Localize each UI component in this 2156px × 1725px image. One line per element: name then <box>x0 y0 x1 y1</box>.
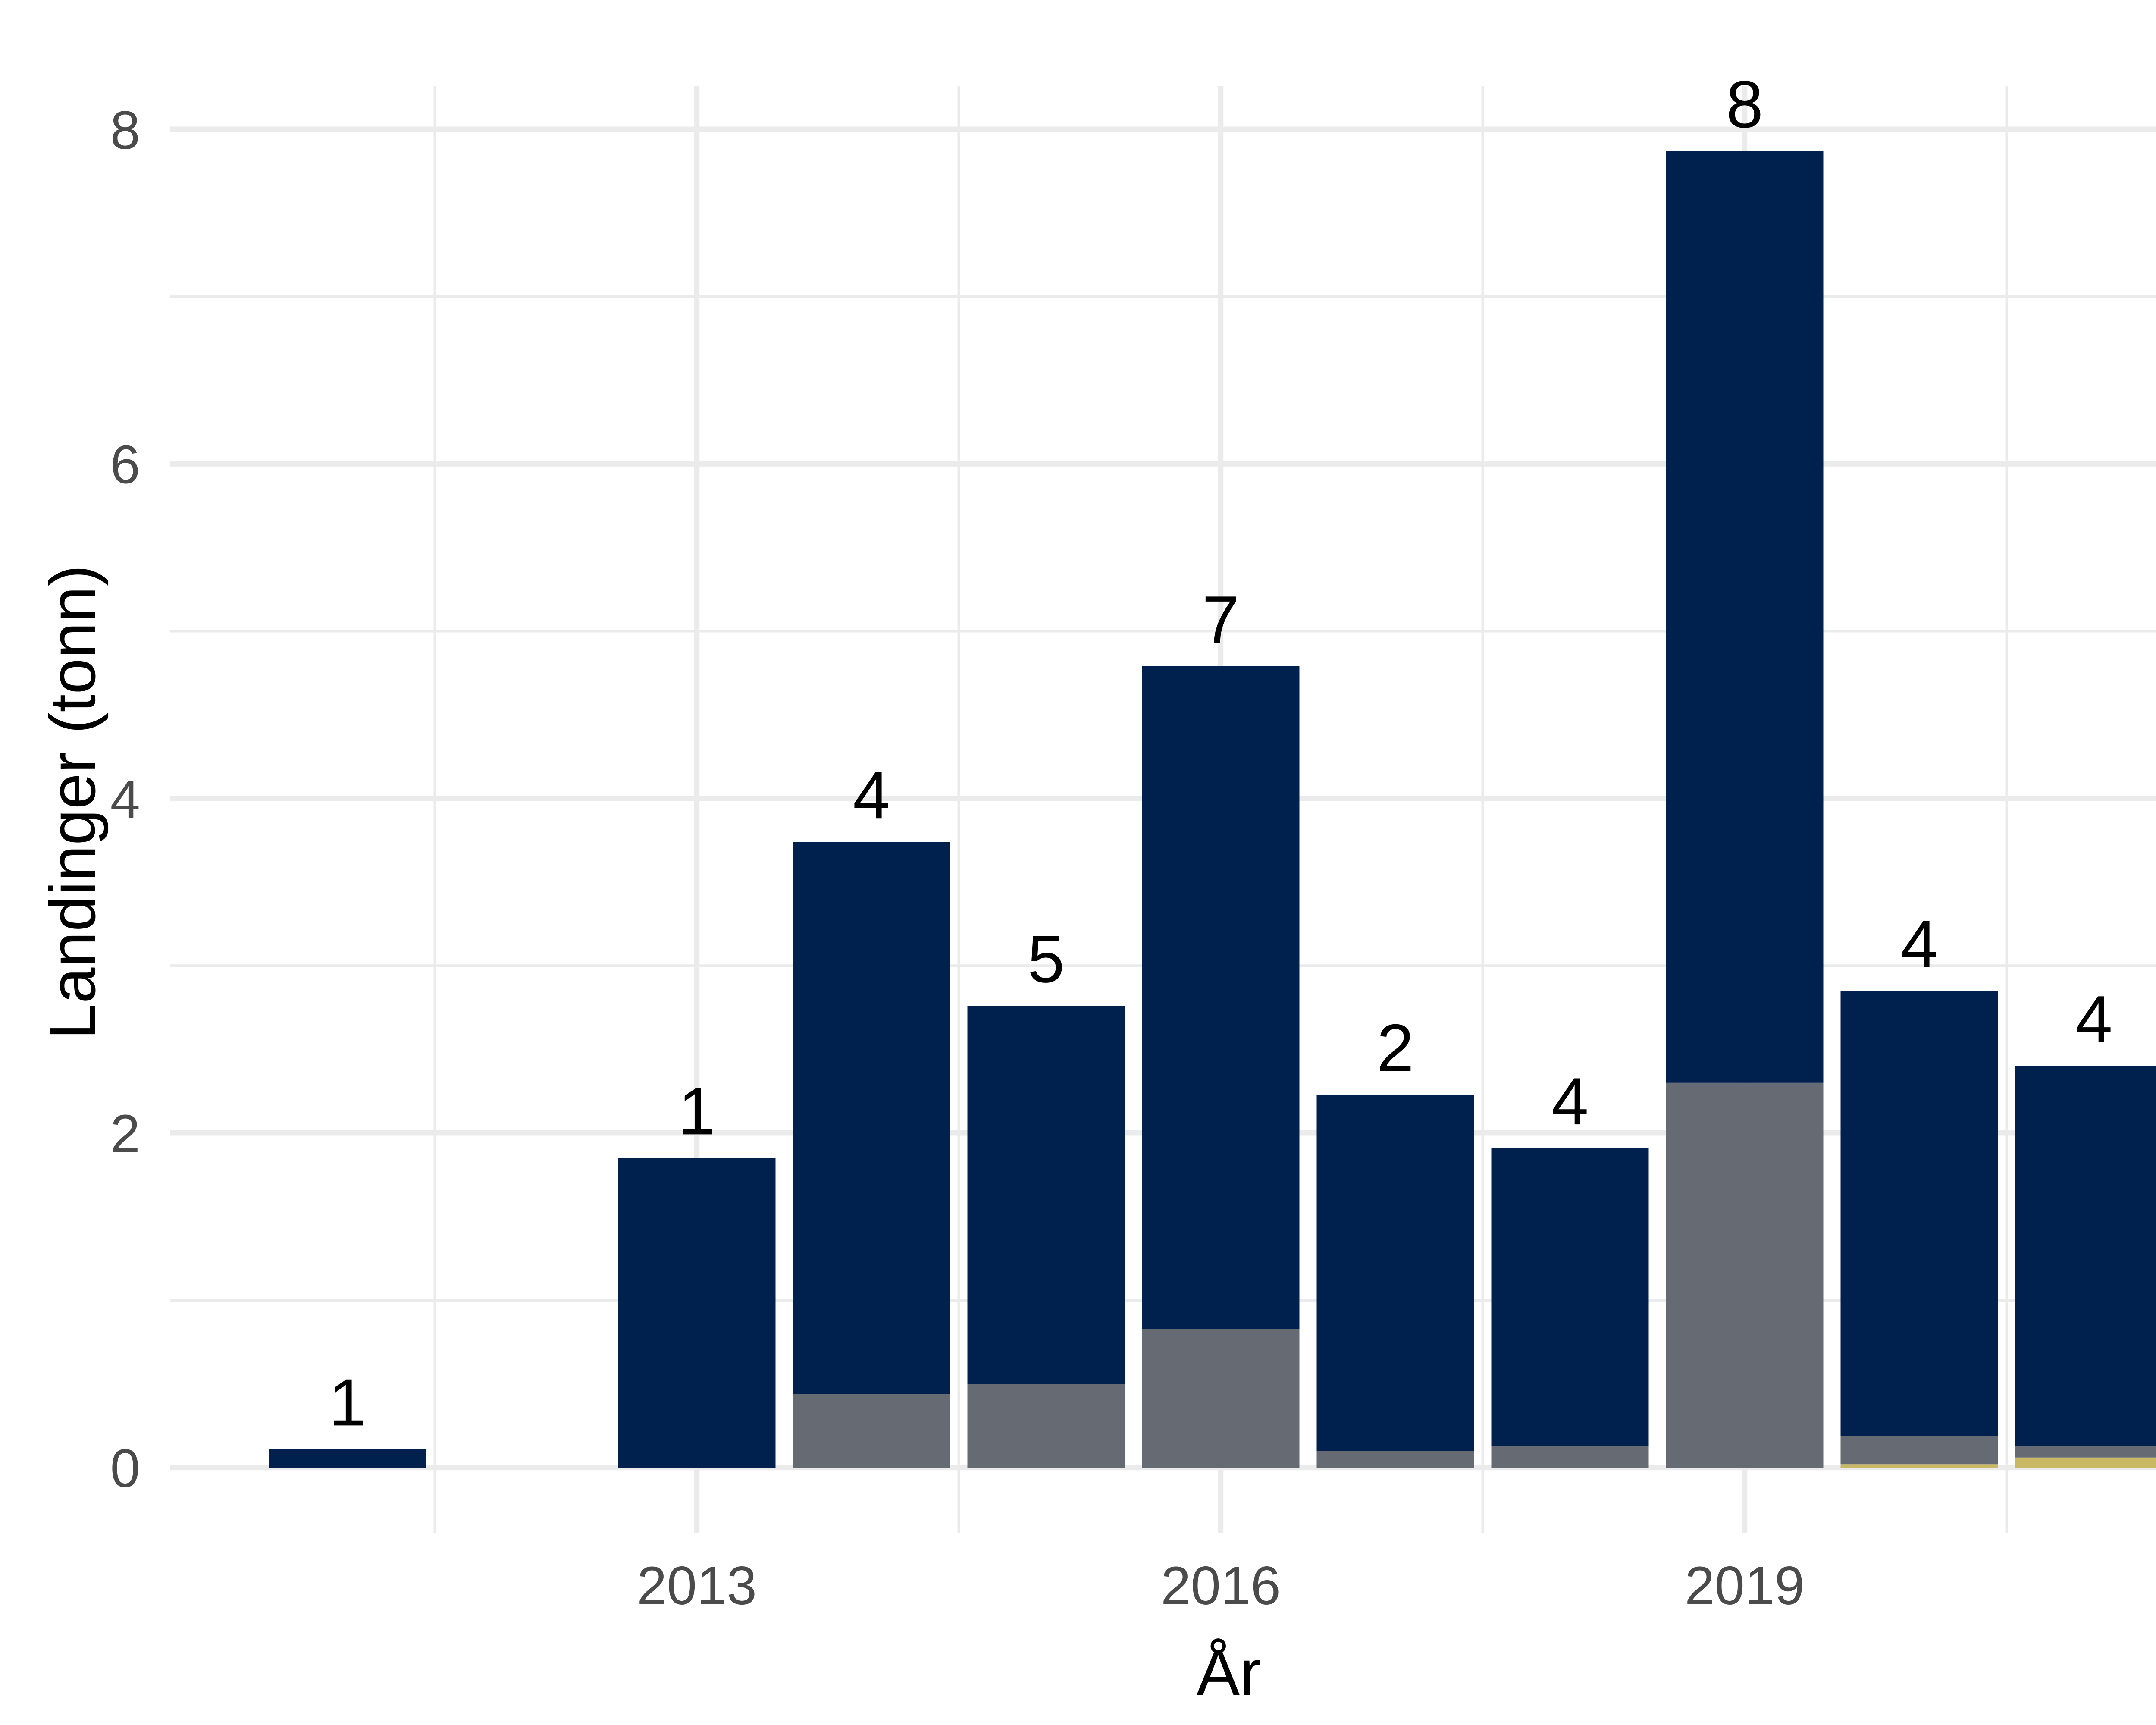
bar-segment-2020-vestlandet-08-28 <box>1840 1464 1998 1468</box>
bar-segment-2021-midt-norge-07-06 <box>2015 1066 2156 1446</box>
bar-segment-2017-midt-norge-07-06 <box>1316 1094 1474 1451</box>
bar-count-label-2016: 7 <box>1202 582 1239 657</box>
y-axis-title: Landinger (tonn) <box>39 565 110 1040</box>
bar-segment-2014-skagerrak-09 <box>793 1394 950 1468</box>
bar-segment-2021-vestlandet-08-28 <box>2015 1457 2156 1468</box>
bar-segment-2018-midt-norge-07-06 <box>1491 1148 1649 1446</box>
bar-count-label-2011: 1 <box>329 1365 366 1440</box>
y-tick-label-4: 4 <box>110 769 140 829</box>
bar-count-label-2014: 4 <box>853 758 890 832</box>
bar-segment-2021-skagerrak-09 <box>2015 1446 2156 1458</box>
bar-count-label-2017: 2 <box>1377 1010 1414 1085</box>
bar-segment-2016-midt-norge-07-06 <box>1142 666 1300 1329</box>
x-tick-label-2019: 2019 <box>1685 1556 1805 1616</box>
bar-segment-2015-skagerrak-09 <box>967 1384 1125 1468</box>
bar-count-label-2018: 4 <box>1551 1064 1589 1138</box>
bar-segment-2011-midt-norge-07-06 <box>269 1449 426 1468</box>
bar-segment-2020-skagerrak-09 <box>1840 1436 1998 1465</box>
x-tick-label-2016: 2016 <box>1161 1556 1281 1616</box>
bar-count-label-2020: 4 <box>1901 906 1938 981</box>
y-tick-label-2: 2 <box>110 1104 140 1164</box>
x-axis-title: År <box>1197 1639 1261 1710</box>
bar-segment-2013-midt-norge-07-06 <box>618 1158 776 1468</box>
bar-segment-2018-skagerrak-09 <box>1491 1446 1649 1468</box>
bar-segment-2019-skagerrak-09 <box>1666 1082 1824 1468</box>
y-tick-label-8: 8 <box>110 100 140 160</box>
bar-segment-2016-skagerrak-09 <box>1142 1329 1300 1468</box>
bar-segment-2020-midt-norge-07-06 <box>1840 991 1998 1436</box>
y-tick-label-0: 0 <box>110 1439 140 1499</box>
bar-count-label-2019: 8 <box>1726 67 1763 141</box>
x-tick-label-2013: 2013 <box>637 1556 757 1616</box>
y-tick-label-6: 6 <box>110 435 140 495</box>
bar-count-label-2013: 1 <box>678 1074 715 1148</box>
bar-segment-2015-midt-norge-07-06 <box>967 1006 1125 1384</box>
bar-segment-2017-skagerrak-09 <box>1316 1451 1474 1468</box>
bar-count-label-2021: 4 <box>2075 982 2112 1057</box>
bar-count-label-2015: 5 <box>1028 922 1065 996</box>
bar-segment-2014-midt-norge-07-06 <box>793 842 950 1394</box>
bar-segment-2019-midt-norge-07-06 <box>1666 151 1824 1083</box>
